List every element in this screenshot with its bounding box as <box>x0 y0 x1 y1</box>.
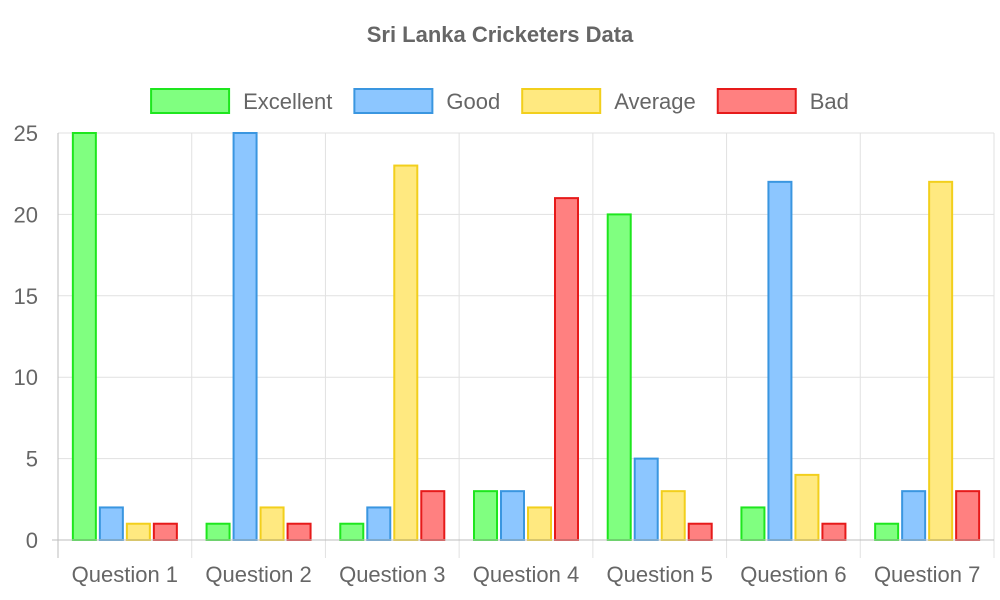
bar <box>606 213 632 541</box>
bar <box>125 522 151 541</box>
bar <box>740 506 766 542</box>
x-tick-label: Question 3 <box>339 562 445 587</box>
bar <box>874 522 900 541</box>
legend-label: Good <box>446 89 500 114</box>
bar <box>473 490 498 542</box>
legend-label: Bad <box>810 89 849 114</box>
legend-swatch <box>150 88 231 114</box>
chart-title: Sri Lanka Cricketers Data <box>367 22 634 47</box>
y-tick-label: 5 <box>26 447 38 472</box>
legend: Excellent Good Average Bad <box>150 88 849 114</box>
bar <box>527 506 552 542</box>
bar <box>500 490 525 542</box>
grid <box>57 132 995 558</box>
legend-swatch <box>521 88 602 114</box>
x-tick-label: Question 2 <box>205 562 311 587</box>
legend-label: Excellent <box>243 89 332 114</box>
bar <box>928 180 954 541</box>
bars <box>71 132 981 542</box>
bar <box>393 164 419 541</box>
bar <box>339 522 365 541</box>
legend-swatch <box>353 88 434 114</box>
bar <box>660 490 686 542</box>
y-tick-label: 15 <box>14 284 38 309</box>
bar <box>554 197 579 541</box>
bar <box>794 473 820 542</box>
axes: 0 5 10 15 20 25 Question 1 Question 2 Question 3… <box>14 121 994 587</box>
y-tick-label: 0 <box>26 528 38 553</box>
x-tick-label: Question 1 <box>72 562 178 587</box>
bar <box>767 180 793 541</box>
bar <box>205 522 231 541</box>
bar <box>152 522 178 541</box>
x-tick-label: Question 6 <box>740 562 846 587</box>
y-tick-label: 25 <box>14 121 38 146</box>
bar <box>687 522 713 541</box>
bar <box>420 490 446 542</box>
bar <box>71 132 97 541</box>
x-tick-label: Question 5 <box>607 562 713 587</box>
x-tick-label: Question 7 <box>874 562 980 587</box>
bar <box>259 506 285 542</box>
y-tick-label: 20 <box>14 202 38 227</box>
bar <box>633 457 659 542</box>
bar <box>901 490 927 542</box>
y-tick-label: 10 <box>14 365 38 390</box>
x-tick-label: Question 4 <box>473 562 579 587</box>
bar <box>98 506 124 542</box>
legend-swatch <box>716 88 797 114</box>
bar <box>955 490 981 542</box>
bar <box>821 522 847 541</box>
legend-label: Average <box>614 89 696 114</box>
bar <box>232 132 258 541</box>
bar <box>286 522 312 541</box>
bar <box>366 506 392 542</box>
